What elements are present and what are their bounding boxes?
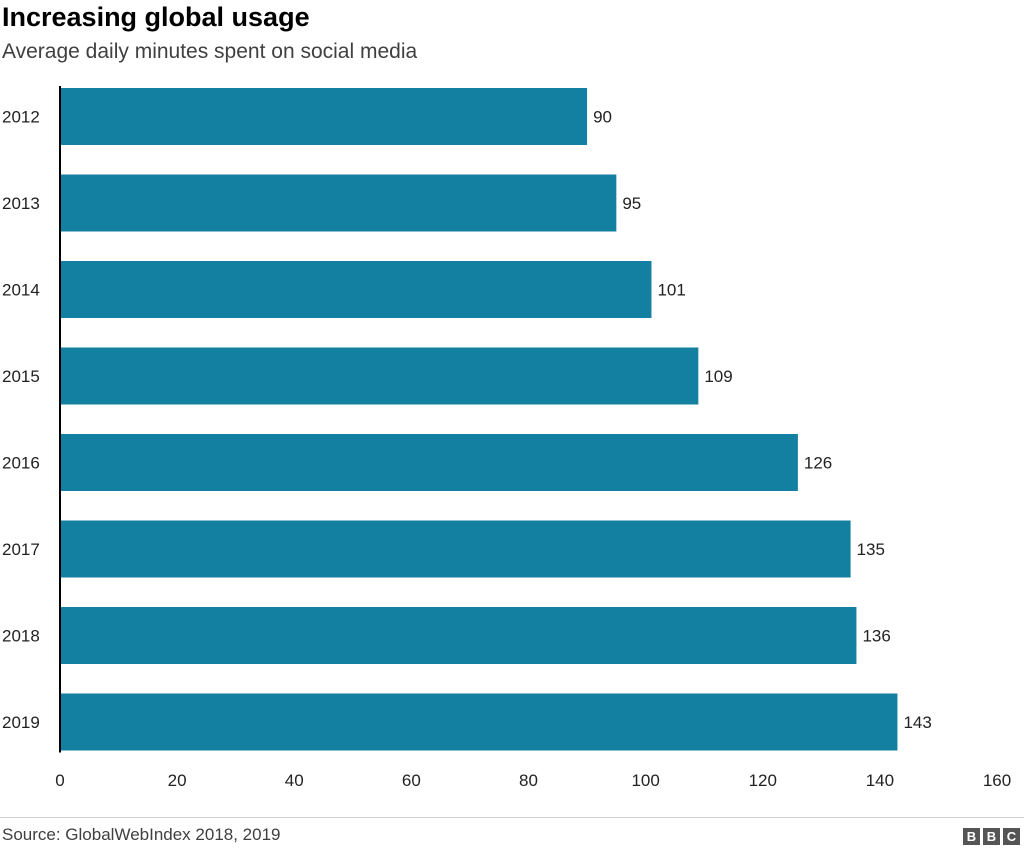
category-label-2014: 2014 [2,281,40,300]
value-label-2012: 90 [593,108,612,127]
chart-title: Increasing global usage [2,2,310,32]
value-label-2014: 101 [657,281,685,300]
logo-block-b2: B [983,828,1000,845]
x-tick-80: 80 [519,771,538,790]
category-label-2017: 2017 [2,540,40,559]
value-label-2016: 126 [804,454,832,473]
value-label-2019: 143 [903,713,931,732]
category-label-2015: 2015 [2,367,40,386]
category-label-2013: 2013 [2,194,40,213]
bar-2014 [60,261,652,318]
footer-divider [0,817,1024,818]
bar-2013 [60,174,617,232]
x-tick-20: 20 [168,771,187,790]
x-tick-0: 0 [55,771,64,790]
bar-chart: 2012 90 2013 95 2014 101 2015 109 2016 126 2017 135… [2,86,1011,790]
value-label-2017: 135 [857,540,885,559]
value-label-2015: 109 [704,367,732,386]
bar-2019 [60,693,898,751]
x-tick-160: 160 [983,771,1011,790]
logo-block-c: C [1003,828,1020,845]
bar-2017 [60,520,851,578]
value-label-2013: 95 [622,194,641,213]
category-label-2018: 2018 [2,627,40,646]
category-label-2019: 2019 [2,713,40,732]
x-tick-60: 60 [402,771,421,790]
x-tick-120: 120 [749,771,777,790]
bar-2012 [60,88,588,145]
x-tick-100: 100 [631,771,659,790]
x-tick-140: 140 [866,771,894,790]
value-label-2018: 136 [862,627,890,646]
bar-2016 [60,434,798,491]
category-label-2016: 2016 [2,454,40,473]
source-note: Source: GlobalWebIndex 2018, 2019 [2,825,281,844]
logo-block-b1: B [963,828,980,845]
bar-2018 [60,607,857,664]
chart-subtitle: Average daily minutes spent on social me… [2,40,418,63]
bar-2015 [60,347,699,405]
bbc-logo: B B C [963,828,1020,845]
x-tick-40: 40 [285,771,304,790]
category-label-2012: 2012 [2,108,40,127]
